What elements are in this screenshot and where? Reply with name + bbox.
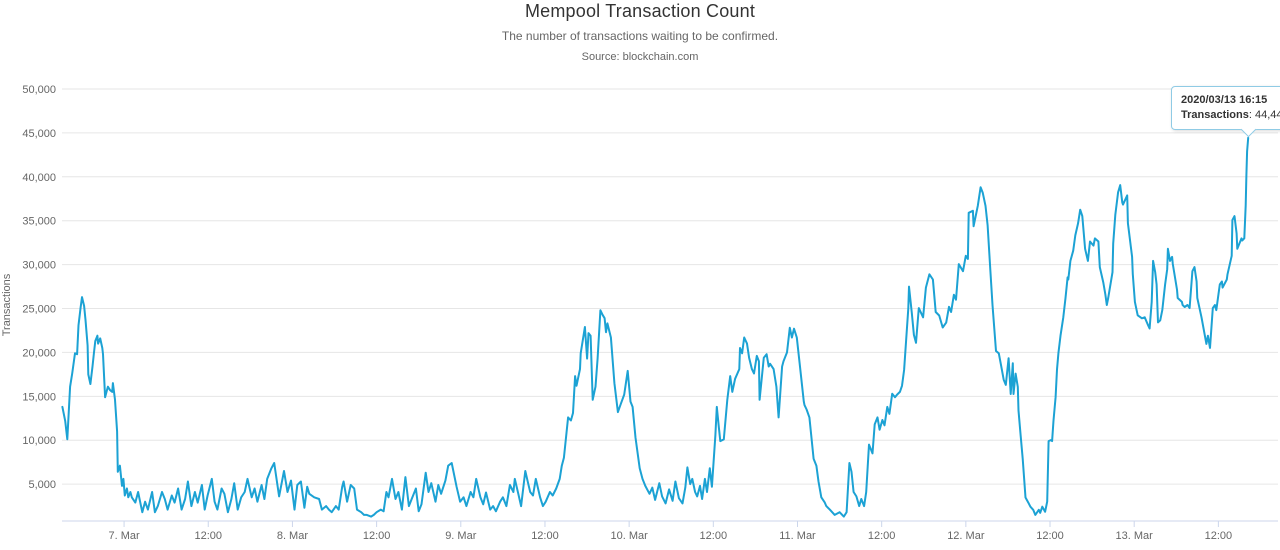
x-axis-tick-label: 12:00 [868, 530, 896, 542]
y-axis-tick-label: 30,000 [22, 260, 56, 272]
chart-source-credit: Source: blockchain.com [581, 51, 699, 63]
x-axis-tick-label: 12:00 [363, 530, 391, 542]
y-axis-tick-label: 5,000 [28, 479, 56, 491]
chart-subtitle: The number of transactions waiting to be… [501, 29, 779, 43]
y-axis-tick-label: 45,000 [22, 128, 56, 140]
chart-title: Mempool Transaction Count [524, 1, 756, 21]
y-axis-tick-label: 10,000 [22, 435, 56, 447]
x-axis-tick-label: 13. Mar [1116, 530, 1154, 542]
tooltip-series-label: Transactions [1181, 109, 1249, 121]
transactions-series-line[interactable] [61, 136, 1250, 518]
x-axis-tick-label: 12:00 [531, 530, 559, 542]
x-axis-tick-label: 9. Mar [445, 530, 477, 542]
x-axis-tick-label: 12. Mar [947, 530, 985, 542]
x-axis-tick-label: 12:00 [1205, 530, 1233, 542]
x-axis-tick-label: 12:00 [700, 530, 728, 542]
y-axis-tick-label: 40,000 [22, 172, 56, 184]
y-axis-tick-label: 50,000 [22, 84, 56, 96]
tooltip-value: 44,441 [1254, 109, 1280, 121]
y-axis-tick-label: 25,000 [22, 304, 56, 316]
tooltip-date: 2020/03/13 16:15 [1181, 94, 1268, 106]
x-axis-tick-label: 12:00 [194, 530, 222, 542]
y-axis-tick-label: 20,000 [22, 347, 56, 359]
chart-tooltip: 2020/03/13 16:15 Transactions: 44,441 [1171, 86, 1280, 138]
x-axis-tick-label: 10. Mar [610, 530, 648, 542]
y-axis-tick-label: 35,000 [22, 216, 56, 228]
tooltip-separator: : [1248, 109, 1255, 121]
x-axis-tick-label: 11. Mar [779, 530, 816, 542]
tooltip-value-row: Transactions: 44,441 [1181, 108, 1280, 123]
x-axis-tick-label: 12:00 [1036, 530, 1064, 542]
y-axis-title: Transactions [1, 273, 13, 336]
x-axis-tick-label: 8. Mar [277, 530, 309, 542]
chart-header: Mempool Transaction Count The number of … [0, 0, 1280, 63]
y-axis-tick-label: 15,000 [22, 391, 56, 403]
x-axis-tick-label: 7. Mar [108, 530, 140, 542]
